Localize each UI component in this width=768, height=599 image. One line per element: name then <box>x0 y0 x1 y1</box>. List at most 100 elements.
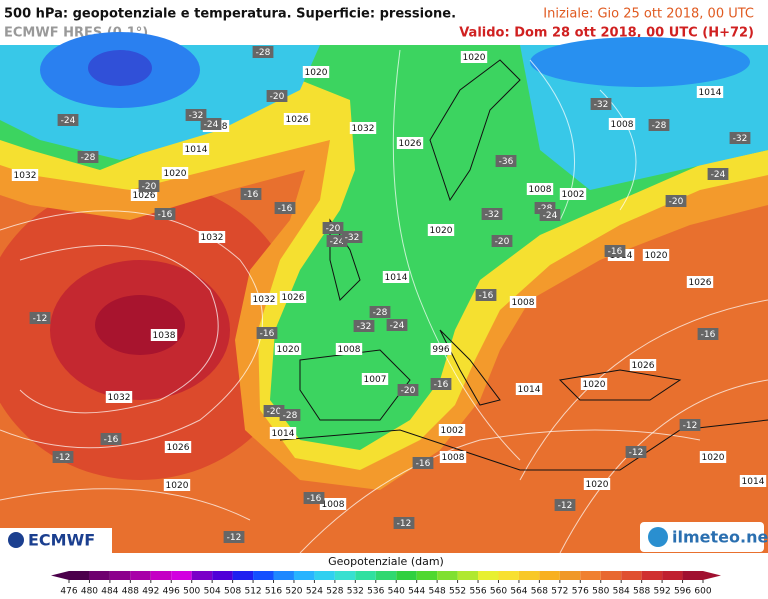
label-text: 996 <box>432 345 449 355</box>
label-text: 1032 <box>108 393 131 403</box>
label-box <box>279 409 301 421</box>
label-box <box>475 289 497 301</box>
pressure-label: 1020 <box>427 224 455 236</box>
colorbar-segment <box>334 571 356 580</box>
label-box <box>274 202 296 214</box>
temperature-label: -24 <box>707 168 729 180</box>
label-box <box>393 517 415 529</box>
colorbar-segment <box>212 571 233 580</box>
pressure-label: 1008 <box>319 498 347 510</box>
temperature-label: -12 <box>625 446 647 458</box>
colorbar-segment <box>191 571 213 580</box>
title: 500 hPa: geopotenziale e temperatura. Su… <box>4 7 456 22</box>
temperature-label: -20 <box>491 235 513 247</box>
colorbar-tick-label: 520 <box>285 587 302 597</box>
label-text: -28 <box>256 48 271 58</box>
colorbar-segment <box>682 571 703 580</box>
temperature-label: -28 <box>648 119 670 131</box>
pressure-label: 1026 <box>164 441 192 453</box>
label-text: 1020 <box>463 53 486 63</box>
temperature-label: -20 <box>665 195 687 207</box>
pressure-label: 1002 <box>559 188 587 200</box>
colorbar-tick-label: 500 <box>183 587 200 597</box>
label-text: 1014 <box>185 145 208 155</box>
label-box <box>697 328 719 340</box>
label-text: -16 <box>158 210 173 220</box>
pressure-label: 1020 <box>580 378 608 390</box>
temperature-label: -12 <box>52 451 74 463</box>
label-text: 1038 <box>153 331 176 341</box>
temperature-label: -12 <box>29 312 51 324</box>
label-box <box>266 90 288 102</box>
label-text: 1002 <box>562 190 585 200</box>
pressure-label: 1014 <box>739 475 767 487</box>
temperature-label: -16 <box>100 433 122 445</box>
temperature-label: -28 <box>77 151 99 163</box>
label-text: -32 <box>189 111 204 121</box>
label-box <box>200 118 222 130</box>
pressure-label: 1038 <box>150 329 178 341</box>
label-box <box>696 86 724 98</box>
label-box <box>439 451 467 463</box>
colorbar-tick-label: 568 <box>531 587 548 597</box>
label-box <box>341 231 363 243</box>
label-text: -12 <box>683 421 698 431</box>
colorbar-segment <box>69 571 90 580</box>
label-box <box>150 329 178 341</box>
colorbar-segment <box>171 571 192 580</box>
label-box <box>590 98 612 110</box>
colorbar-segment <box>600 571 622 580</box>
label-box <box>686 276 714 288</box>
colorbar-tick-label: 548 <box>429 587 446 597</box>
label-text: -16 <box>416 459 431 469</box>
pressure-label: 1032 <box>250 293 278 305</box>
temperature-label: -32 <box>353 320 375 332</box>
label-box <box>223 531 245 543</box>
label-box <box>182 143 210 155</box>
label-box <box>11 169 39 181</box>
label-text: -24 <box>204 120 219 130</box>
temperature-label: -16 <box>604 245 626 257</box>
label-text: -16 <box>434 380 449 390</box>
label-box <box>481 208 503 220</box>
label-text: -20 <box>669 197 684 207</box>
label-box <box>57 114 79 126</box>
colorbar-tick-label: 488 <box>122 587 139 597</box>
label-box <box>382 271 410 283</box>
label-box <box>397 384 419 396</box>
label-box <box>642 249 670 261</box>
temperature-label: -32 <box>590 98 612 110</box>
label-text: -24 <box>390 321 405 331</box>
colorbar-tick-label: 536 <box>367 587 384 597</box>
colorbar-tick-label: 588 <box>633 587 650 597</box>
colorbar-tick-label: 540 <box>388 587 405 597</box>
label-box <box>629 359 657 371</box>
colorbar-segment <box>559 571 581 580</box>
pressure-label: 1032 <box>11 169 39 181</box>
label-box <box>729 132 751 144</box>
label-text: 1008 <box>611 120 634 130</box>
label-text: 1014 <box>518 385 541 395</box>
colorbar-segment <box>437 571 458 580</box>
label-box <box>161 167 189 179</box>
label-box <box>77 151 99 163</box>
ecmwf-logo: ECMWF <box>0 528 112 553</box>
pressure-label: 1032 <box>198 231 226 243</box>
label-text: 1026 <box>632 361 655 371</box>
pressure-label: 1014 <box>182 143 210 155</box>
temperature-label: -12 <box>223 531 245 543</box>
colorbar-segment <box>314 571 335 580</box>
label-box <box>604 245 626 257</box>
colorbar-segment <box>109 571 131 580</box>
label-box <box>163 479 191 491</box>
pressure-label: 1014 <box>515 383 543 395</box>
map <box>0 32 768 554</box>
colorbar-tick-label: 596 <box>674 587 691 597</box>
label-text: -28 <box>652 121 667 131</box>
temperature-label: -16 <box>256 327 278 339</box>
colorbar: 476 480 484 488 492 496 500 504 508 512 516 520 524 5… <box>51 571 721 597</box>
label-text: -32 <box>485 210 500 220</box>
colorbar-tick-label: 508 <box>224 587 241 597</box>
label-box <box>491 235 513 247</box>
pressure-label: 1014 <box>269 427 297 439</box>
